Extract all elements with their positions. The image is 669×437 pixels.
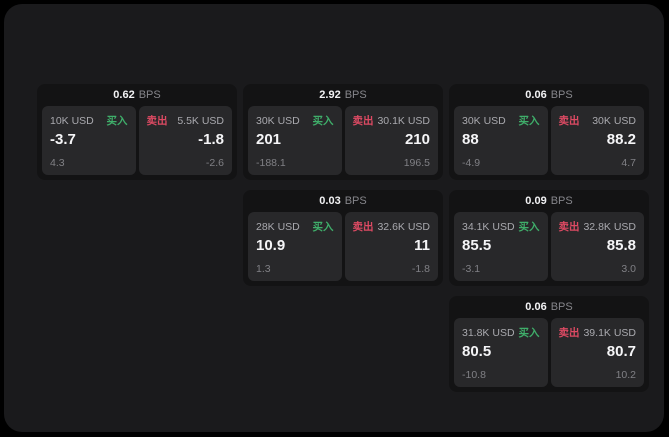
quote-panels: 28K USD 买入 10.9 1.3 卖出 32.6K USD 11 -1.8 [243,212,443,286]
bps-value: 0.06 [525,301,547,313]
bps-value: 2.92 [319,89,341,101]
sell-sub-value: -1.8 [411,263,430,275]
quote-panels: 30K USD 买入 88 -4.9 卖出 30K USD 88.2 4.7 [449,106,649,180]
quote-panels: 34.1K USD 买入 85.5 -3.1 卖出 32.8K USD 85.8… [449,212,649,286]
buy-price: 10.9 [256,237,286,254]
buy-amount: 10K USD [50,114,94,127]
sell-panel[interactable]: 卖出 30.1K USD 210 196.5 [344,106,438,175]
sell-amount: 32.6K USD [377,220,430,233]
buy-price: -3.7 [50,131,76,148]
buy-price: 88 [462,131,479,148]
sell-sub-value: -2.6 [205,157,224,169]
buy-sub-value: 4.3 [50,157,65,169]
sell-label: 卖出 [352,221,374,233]
buy-amount: 28K USD [256,220,300,233]
sell-amount: 39.1K USD [583,326,636,339]
sell-label: 卖出 [558,221,580,233]
sell-panel[interactable]: 卖出 32.6K USD 11 -1.8 [344,212,438,281]
bps-unit: BPS [138,89,161,101]
sell-panel[interactable]: 卖出 5.5K USD -1.8 -2.6 [138,106,232,175]
sell-panel[interactable]: 卖出 39.1K USD 80.7 10.2 [550,318,644,387]
sell-sub-value: 3.0 [621,263,636,275]
quote-card: 0.06 BPS 31.8K USD 买入 80.5 -10.8 卖出 39.1… [449,296,649,392]
dashboard-surface: 0.62 BPS 10K USD 买入 -3.7 4.3 卖出 5.5K USD [4,4,664,432]
quote-panels: 31.8K USD 买入 80.5 -10.8 卖出 39.1K USD 80.… [449,318,649,392]
quote-card-grid: 0.62 BPS 10K USD 买入 -3.7 4.3 卖出 5.5K USD [37,84,649,392]
bps-value: 0.09 [525,195,547,207]
buy-label: 买入 [518,115,540,127]
quote-panels: 10K USD 买入 -3.7 4.3 卖出 5.5K USD -1.8 -2.… [37,106,237,180]
sell-panel[interactable]: 卖出 32.8K USD 85.8 3.0 [550,212,644,281]
buy-sub-value: -4.9 [462,157,481,169]
sell-amount: 5.5K USD [177,114,224,127]
quote-card: 0.62 BPS 10K USD 买入 -3.7 4.3 卖出 5.5K USD [37,84,237,180]
sell-price: 88.2 [606,131,636,148]
bps-unit: BPS [344,195,367,207]
bps-unit: BPS [550,195,573,207]
quote-card: 0.09 BPS 34.1K USD 买入 85.5 -3.1 卖出 32.8K… [449,190,649,286]
sell-label: 卖出 [558,115,580,127]
card-header: 0.03 BPS [243,190,443,212]
quote-card: 0.06 BPS 30K USD 买入 88 -4.9 卖出 30K USD [449,84,649,180]
bps-value: 0.03 [319,195,341,207]
quote-card: 2.92 BPS 30K USD 买入 201 -188.1 卖出 30.1K … [243,84,443,180]
bps-unit: BPS [550,301,573,313]
buy-sub-value: -10.8 [462,369,486,381]
buy-label: 买入 [312,221,334,233]
bps-value: 0.06 [525,89,547,101]
card-header: 0.09 BPS [449,190,649,212]
buy-panel[interactable]: 10K USD 买入 -3.7 4.3 [42,106,136,175]
card-header: 0.06 BPS [449,84,649,106]
bps-value: 0.62 [113,89,135,101]
buy-amount: 30K USD [256,114,300,127]
buy-price: 80.5 [462,343,492,360]
buy-amount: 34.1K USD [462,220,515,233]
buy-sub-value: -188.1 [256,157,286,169]
sell-amount: 30.1K USD [377,114,430,127]
buy-sub-value: 1.3 [256,263,271,275]
buy-panel[interactable]: 28K USD 买入 10.9 1.3 [248,212,342,281]
sell-amount: 30K USD [592,114,636,127]
sell-sub-value: 10.2 [615,369,636,381]
buy-price: 85.5 [462,237,492,254]
sell-price: 85.8 [606,237,636,254]
bps-unit: BPS [550,89,573,101]
buy-panel[interactable]: 30K USD 买入 201 -188.1 [248,106,342,175]
sell-sub-value: 4.7 [621,157,636,169]
card-header: 2.92 BPS [243,84,443,106]
sell-price: 11 [414,237,430,254]
sell-label: 卖出 [558,327,580,339]
sell-price: -1.8 [198,131,224,148]
buy-label: 买入 [106,115,128,127]
sell-price: 80.7 [606,343,636,360]
sell-label: 卖出 [352,115,374,127]
buy-price: 201 [256,131,282,148]
sell-amount: 32.8K USD [583,220,636,233]
buy-sub-value: -3.1 [462,263,481,275]
card-header: 0.06 BPS [449,296,649,318]
buy-label: 买入 [518,327,540,339]
buy-panel[interactable]: 34.1K USD 买入 85.5 -3.1 [454,212,548,281]
buy-label: 买入 [518,221,540,233]
bps-unit: BPS [344,89,367,101]
card-header: 0.62 BPS [37,84,237,106]
buy-amount: 31.8K USD [462,326,515,339]
buy-amount: 30K USD [462,114,506,127]
sell-sub-value: 196.5 [403,157,430,169]
buy-label: 买入 [312,115,334,127]
buy-panel[interactable]: 30K USD 买入 88 -4.9 [454,106,548,175]
sell-price: 210 [404,131,430,148]
quote-card: 0.03 BPS 28K USD 买入 10.9 1.3 卖出 32.6K US… [243,190,443,286]
sell-panel[interactable]: 卖出 30K USD 88.2 4.7 [550,106,644,175]
buy-panel[interactable]: 31.8K USD 买入 80.5 -10.8 [454,318,548,387]
sell-label: 卖出 [146,115,168,127]
quote-panels: 30K USD 买入 201 -188.1 卖出 30.1K USD 210 1… [243,106,443,180]
